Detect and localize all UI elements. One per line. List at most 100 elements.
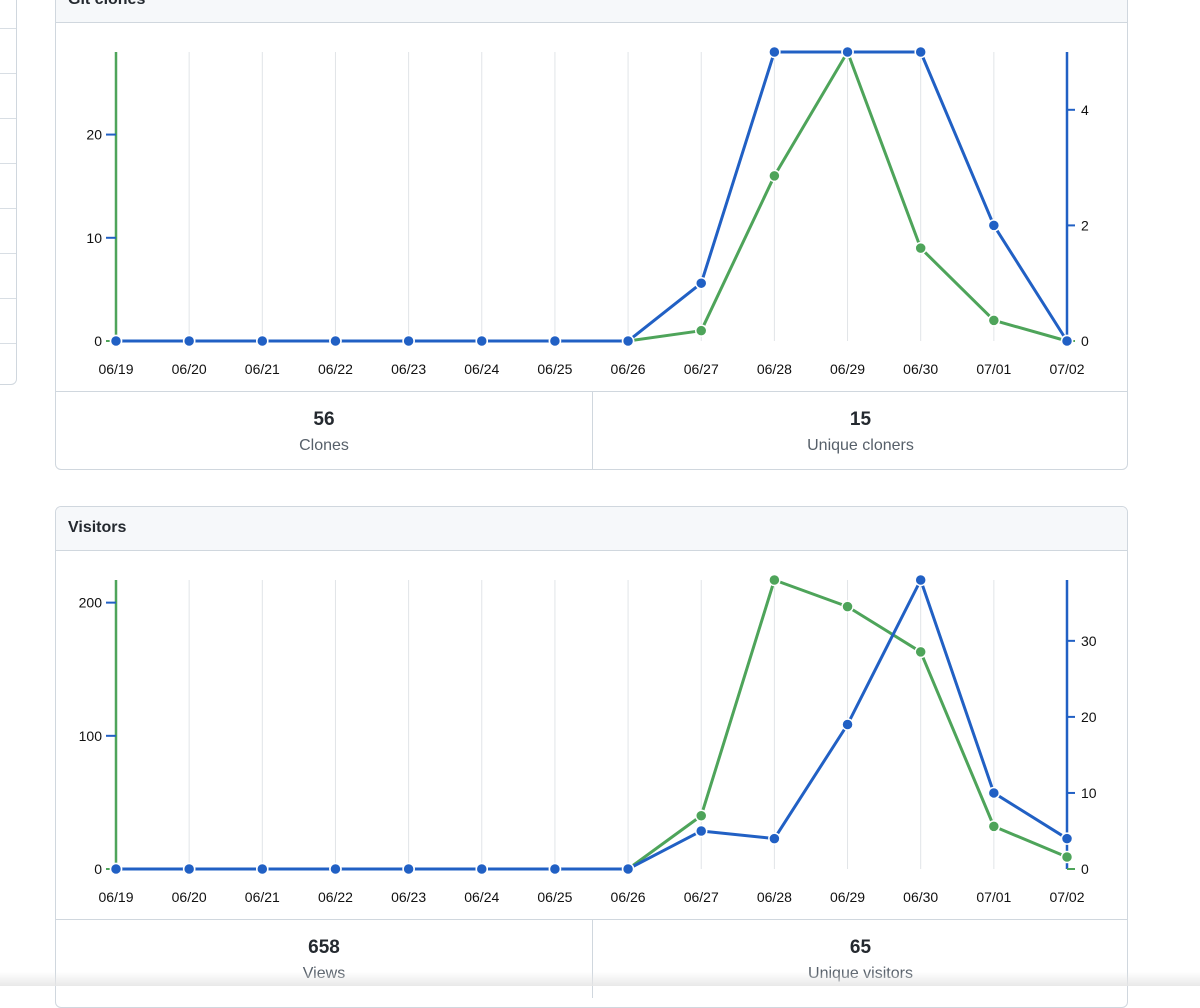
x-axis-tick-label: 06/20 xyxy=(172,889,207,905)
right-axis-tick-label: 4 xyxy=(1081,102,1089,118)
x-axis-tick-label: 06/29 xyxy=(830,361,865,377)
right-axis-tick-label: 0 xyxy=(1081,333,1089,349)
x-axis-tick-label: 06/22 xyxy=(318,889,353,905)
unique-visitors-stat: 65 Unique visitors xyxy=(592,920,1127,998)
nav-divider xyxy=(0,208,16,209)
stat-value: 658 xyxy=(308,937,340,958)
x-axis-tick-label: 06/23 xyxy=(391,889,426,905)
data-point xyxy=(694,824,708,838)
x-axis-tick-label: 06/25 xyxy=(537,361,572,377)
git-clones-chart: 0 10 20 0 2 4 06/19 06/20 06/21 06/22 06/23 06/24 06… xyxy=(86,45,1089,377)
data-point xyxy=(914,573,927,587)
series-line xyxy=(116,50,1068,343)
data-point xyxy=(987,820,1001,833)
window-bottom-shadow xyxy=(0,972,1200,986)
data-point xyxy=(402,334,415,348)
x-axis-tick-label: 06/27 xyxy=(684,889,719,905)
left-sidebar-nav xyxy=(0,0,17,385)
x-axis-tick-label: 06/19 xyxy=(98,889,133,905)
panel-header: Git clones xyxy=(56,0,1127,23)
unique-cloners-stat: 15 Unique cloners xyxy=(592,392,1127,469)
x-axis-tick-label: 06/29 xyxy=(830,889,865,905)
data-point xyxy=(841,718,854,731)
x-axis-tick-label: 07/02 xyxy=(1049,361,1084,377)
nav-divider xyxy=(0,118,16,119)
views-stat: 658 Views xyxy=(56,920,592,998)
x-axis-tick-label: 06/20 xyxy=(172,361,207,377)
data-point xyxy=(256,862,269,876)
left-axis-tick-label: 20 xyxy=(86,127,102,143)
panel-header: Visitors xyxy=(56,507,1127,551)
x-axis-tick-label: 06/30 xyxy=(903,361,938,377)
data-point xyxy=(109,334,123,348)
series-line xyxy=(116,578,1068,871)
data-point xyxy=(182,334,196,348)
x-axis-tick-label: 06/27 xyxy=(684,361,719,377)
right-axis-tick-label: 2 xyxy=(1081,217,1089,233)
data-point xyxy=(914,645,927,659)
series-line xyxy=(116,50,1069,343)
data-point xyxy=(987,786,1001,800)
data-point xyxy=(694,276,708,290)
data-point xyxy=(841,45,854,59)
x-axis-tick-label: 06/23 xyxy=(391,361,426,377)
data-point xyxy=(182,862,196,876)
data-point xyxy=(548,334,562,348)
data-point xyxy=(694,324,708,337)
x-axis-tick-label: 06/26 xyxy=(611,889,646,905)
stat-value: 15 xyxy=(849,409,872,430)
x-axis-tick-label: 06/21 xyxy=(245,361,280,377)
left-axis-tick-label: 200 xyxy=(79,595,103,611)
x-axis-tick-label: 06/25 xyxy=(537,889,572,905)
panel-title: Git clones xyxy=(68,0,145,9)
x-axis-tick-label: 06/30 xyxy=(903,889,938,905)
nav-divider xyxy=(0,73,16,74)
data-point xyxy=(256,334,269,348)
data-point xyxy=(768,169,781,183)
nav-divider xyxy=(0,298,16,299)
stats-row: 56 Clones 15 Unique cloners xyxy=(56,391,1127,469)
visitors-chart: 0 100 200 0 10 20 30 06/19 06/20 06/21 06/22 06/23 0… xyxy=(79,573,1097,905)
x-axis-tick-label: 06/24 xyxy=(464,361,499,377)
data-point xyxy=(109,862,123,876)
x-axis-tick-label: 07/01 xyxy=(976,889,1011,905)
data-point xyxy=(475,334,489,348)
left-axis-tick-label: 0 xyxy=(94,333,102,349)
left-axis-tick-label: 0 xyxy=(94,861,102,877)
data-point xyxy=(1060,334,1074,348)
x-axis-tick-label: 06/21 xyxy=(245,889,280,905)
data-point xyxy=(694,809,708,822)
x-axis-tick-label: 06/24 xyxy=(464,889,499,905)
stat-label: Clones xyxy=(299,437,349,454)
right-axis-tick-label: 30 xyxy=(1081,633,1097,649)
data-point xyxy=(402,862,415,876)
data-point xyxy=(621,862,635,876)
right-axis-tick-label: 10 xyxy=(1081,785,1097,801)
data-point xyxy=(768,832,781,845)
right-axis-tick-label: 20 xyxy=(1081,709,1097,725)
panel-title: Visitors xyxy=(68,519,127,536)
data-point xyxy=(329,862,342,876)
data-point xyxy=(1060,832,1074,845)
data-point xyxy=(987,219,1001,232)
data-point xyxy=(914,241,927,255)
nav-divider xyxy=(0,163,16,164)
data-point xyxy=(841,600,854,613)
data-point xyxy=(768,573,781,587)
stat-value: 56 xyxy=(313,409,335,430)
x-axis-tick-label: 06/28 xyxy=(757,361,792,377)
nav-divider xyxy=(0,253,16,254)
right-axis-tick-label: 0 xyxy=(1081,861,1089,877)
data-point xyxy=(548,862,562,876)
data-point xyxy=(768,45,781,59)
data-point xyxy=(987,314,1001,327)
x-axis-tick-label: 06/19 xyxy=(98,361,133,377)
clones-stat: 56 Clones xyxy=(56,392,592,469)
x-axis-tick-label: 06/22 xyxy=(318,361,353,377)
data-point xyxy=(621,334,635,348)
x-axis-tick-label: 07/01 xyxy=(976,361,1011,377)
git-clones-panel: Git clones 0102002406/1906/2006/2106/220… xyxy=(55,0,1128,470)
series-line xyxy=(116,578,1068,871)
stats-row: 658 Views 65 Unique visitors xyxy=(56,919,1127,998)
stat-value: 65 xyxy=(849,937,872,958)
